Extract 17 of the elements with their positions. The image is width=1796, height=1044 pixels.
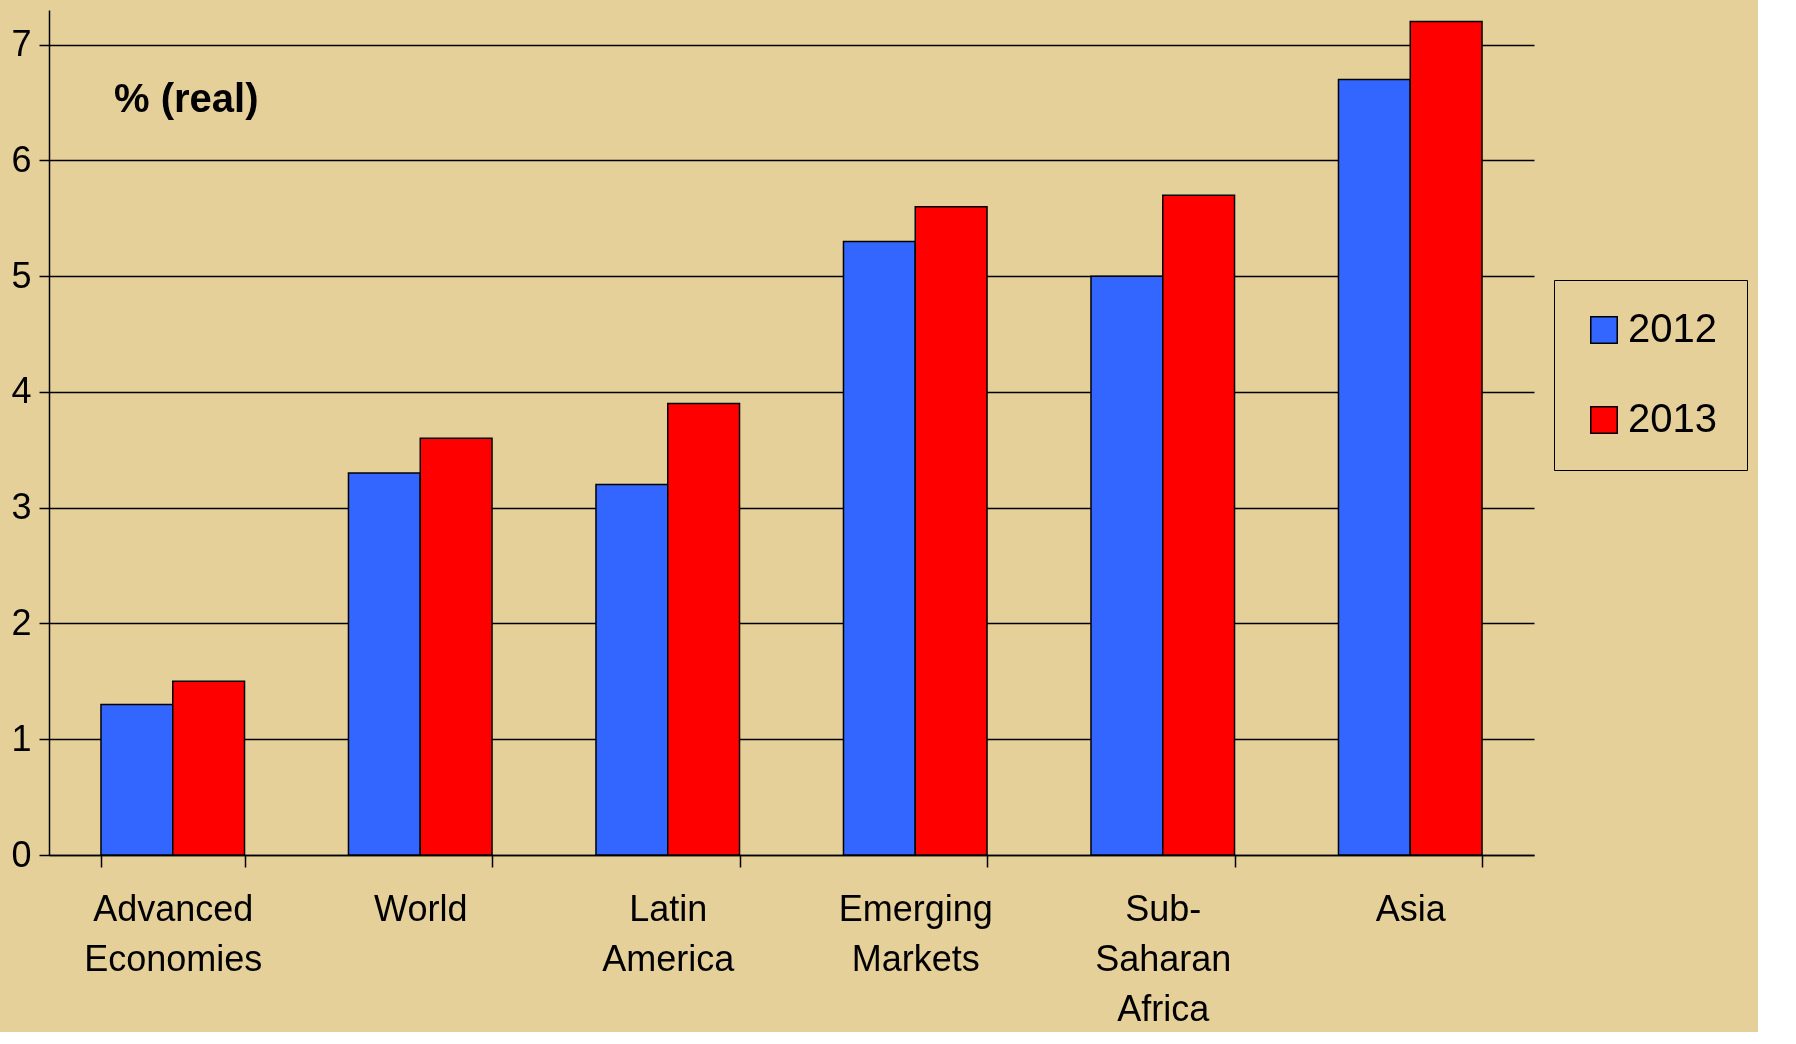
y-tick-label: 4	[11, 370, 32, 412]
y-tick-label: 5	[11, 254, 32, 296]
y-tick-label: 2	[11, 601, 32, 643]
y-tick-label: 3	[11, 486, 32, 528]
y-tick-label: 6	[11, 138, 32, 180]
x-tick-label: World	[374, 887, 468, 929]
legend-label: 2013	[1628, 396, 1717, 440]
legend-label: 2012	[1628, 306, 1717, 350]
y-tick-label: 7	[11, 23, 32, 65]
y-tick-label: 0	[11, 833, 32, 875]
x-tick-label: Sub-Saharan Africa	[1095, 887, 1232, 1029]
x-tick-label: Emerging Markets	[838, 887, 993, 979]
x-tick-label: Latin America	[602, 887, 736, 979]
annotation: % (real)	[114, 76, 259, 120]
x-tick-label: Advanced Economies	[84, 887, 263, 979]
x-tick-label: Asia	[1375, 887, 1447, 929]
y-tick-label: 1	[11, 717, 32, 759]
